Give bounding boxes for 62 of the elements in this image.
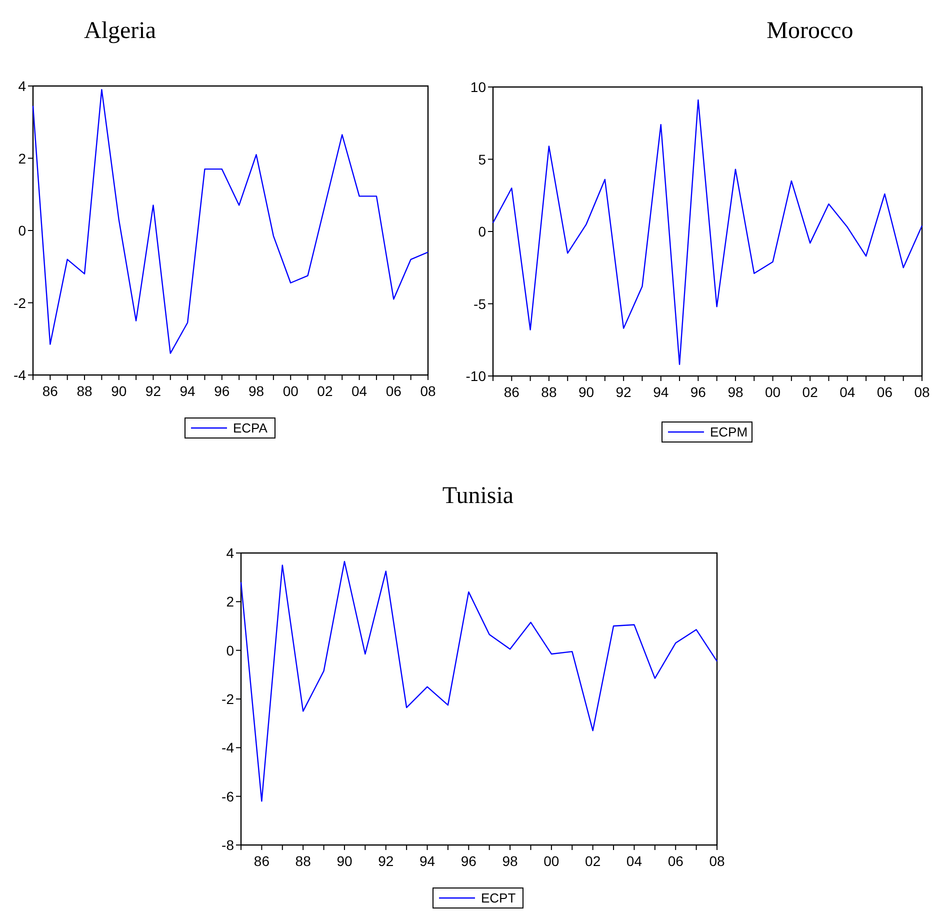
x-tick-label: 92	[145, 383, 162, 399]
y-tick-label: 0	[478, 224, 486, 240]
x-tick-label: 88	[76, 383, 93, 399]
x-tick-label: 90	[111, 383, 127, 399]
y-tick-label: 4	[226, 545, 234, 561]
x-tick-label: 04	[626, 853, 642, 869]
y-tick-label: -8	[222, 837, 234, 853]
x-tick-label: 92	[616, 384, 632, 400]
y-tick-label: -4	[14, 367, 26, 383]
x-tick-label: 90	[336, 853, 352, 869]
x-tick-label: 98	[728, 384, 744, 400]
x-tick-label: 08	[709, 853, 725, 869]
x-tick-label: 04	[840, 384, 856, 400]
x-tick-label: 96	[690, 384, 706, 400]
chart-title: Tunisia	[442, 483, 514, 509]
y-tick-label: 0	[18, 222, 26, 238]
x-tick-label: 98	[248, 383, 264, 399]
line-series	[32, 89, 429, 354]
x-tick-label: 00	[282, 383, 299, 399]
legend-label: ECPA	[233, 420, 268, 436]
x-tick-label: 08	[420, 383, 436, 399]
y-tick-label: 5	[478, 151, 486, 168]
y-tick-label: -5	[474, 296, 486, 312]
y-tick-label: 10	[470, 79, 486, 95]
x-tick-label: 00	[764, 384, 781, 400]
x-tick-label: 00	[544, 853, 560, 869]
x-tick-label: 94	[653, 384, 669, 400]
x-tick-label: 98	[502, 853, 518, 869]
x-tick-label: 90	[578, 384, 594, 400]
y-tick-label: -4	[222, 740, 234, 756]
x-tick-label: 94	[180, 383, 196, 399]
x-tick-label: 86	[42, 383, 58, 399]
legend-label: ECPT	[481, 890, 516, 906]
x-tick-label: 06	[386, 383, 402, 399]
x-tick-label: 86	[254, 853, 270, 869]
x-tick-label: 06	[876, 384, 893, 400]
y-tick-label: 4	[18, 78, 26, 94]
chart-title: Algeria	[84, 18, 156, 44]
y-tick-label: 2	[226, 594, 234, 610]
x-tick-label: 92	[378, 853, 394, 869]
y-tick-label: 2	[18, 150, 26, 166]
x-tick-label: 88	[541, 384, 557, 400]
x-tick-label: 08	[914, 384, 930, 400]
y-tick-label: -2	[14, 294, 26, 311]
line-series	[240, 560, 718, 802]
line-series	[492, 99, 923, 366]
y-tick-label: -6	[222, 788, 234, 804]
x-tick-label: 88	[295, 853, 312, 869]
x-tick-label: 96	[460, 853, 477, 869]
x-tick-label: 02	[802, 384, 818, 400]
x-tick-label: 02	[585, 853, 601, 869]
x-tick-label: 02	[317, 383, 333, 399]
x-tick-label: 06	[668, 853, 684, 869]
x-tick-label: 94	[419, 853, 436, 869]
x-tick-label: 86	[504, 384, 520, 400]
y-tick-label: 0	[226, 642, 234, 658]
legend-label: ECPM	[710, 424, 748, 440]
y-tick-label: -10	[466, 368, 486, 384]
x-tick-label: 04	[352, 383, 368, 399]
y-tick-label: -2	[222, 691, 234, 707]
x-tick-label: 96	[214, 383, 230, 399]
chart-title: Morocco	[766, 18, 854, 44]
